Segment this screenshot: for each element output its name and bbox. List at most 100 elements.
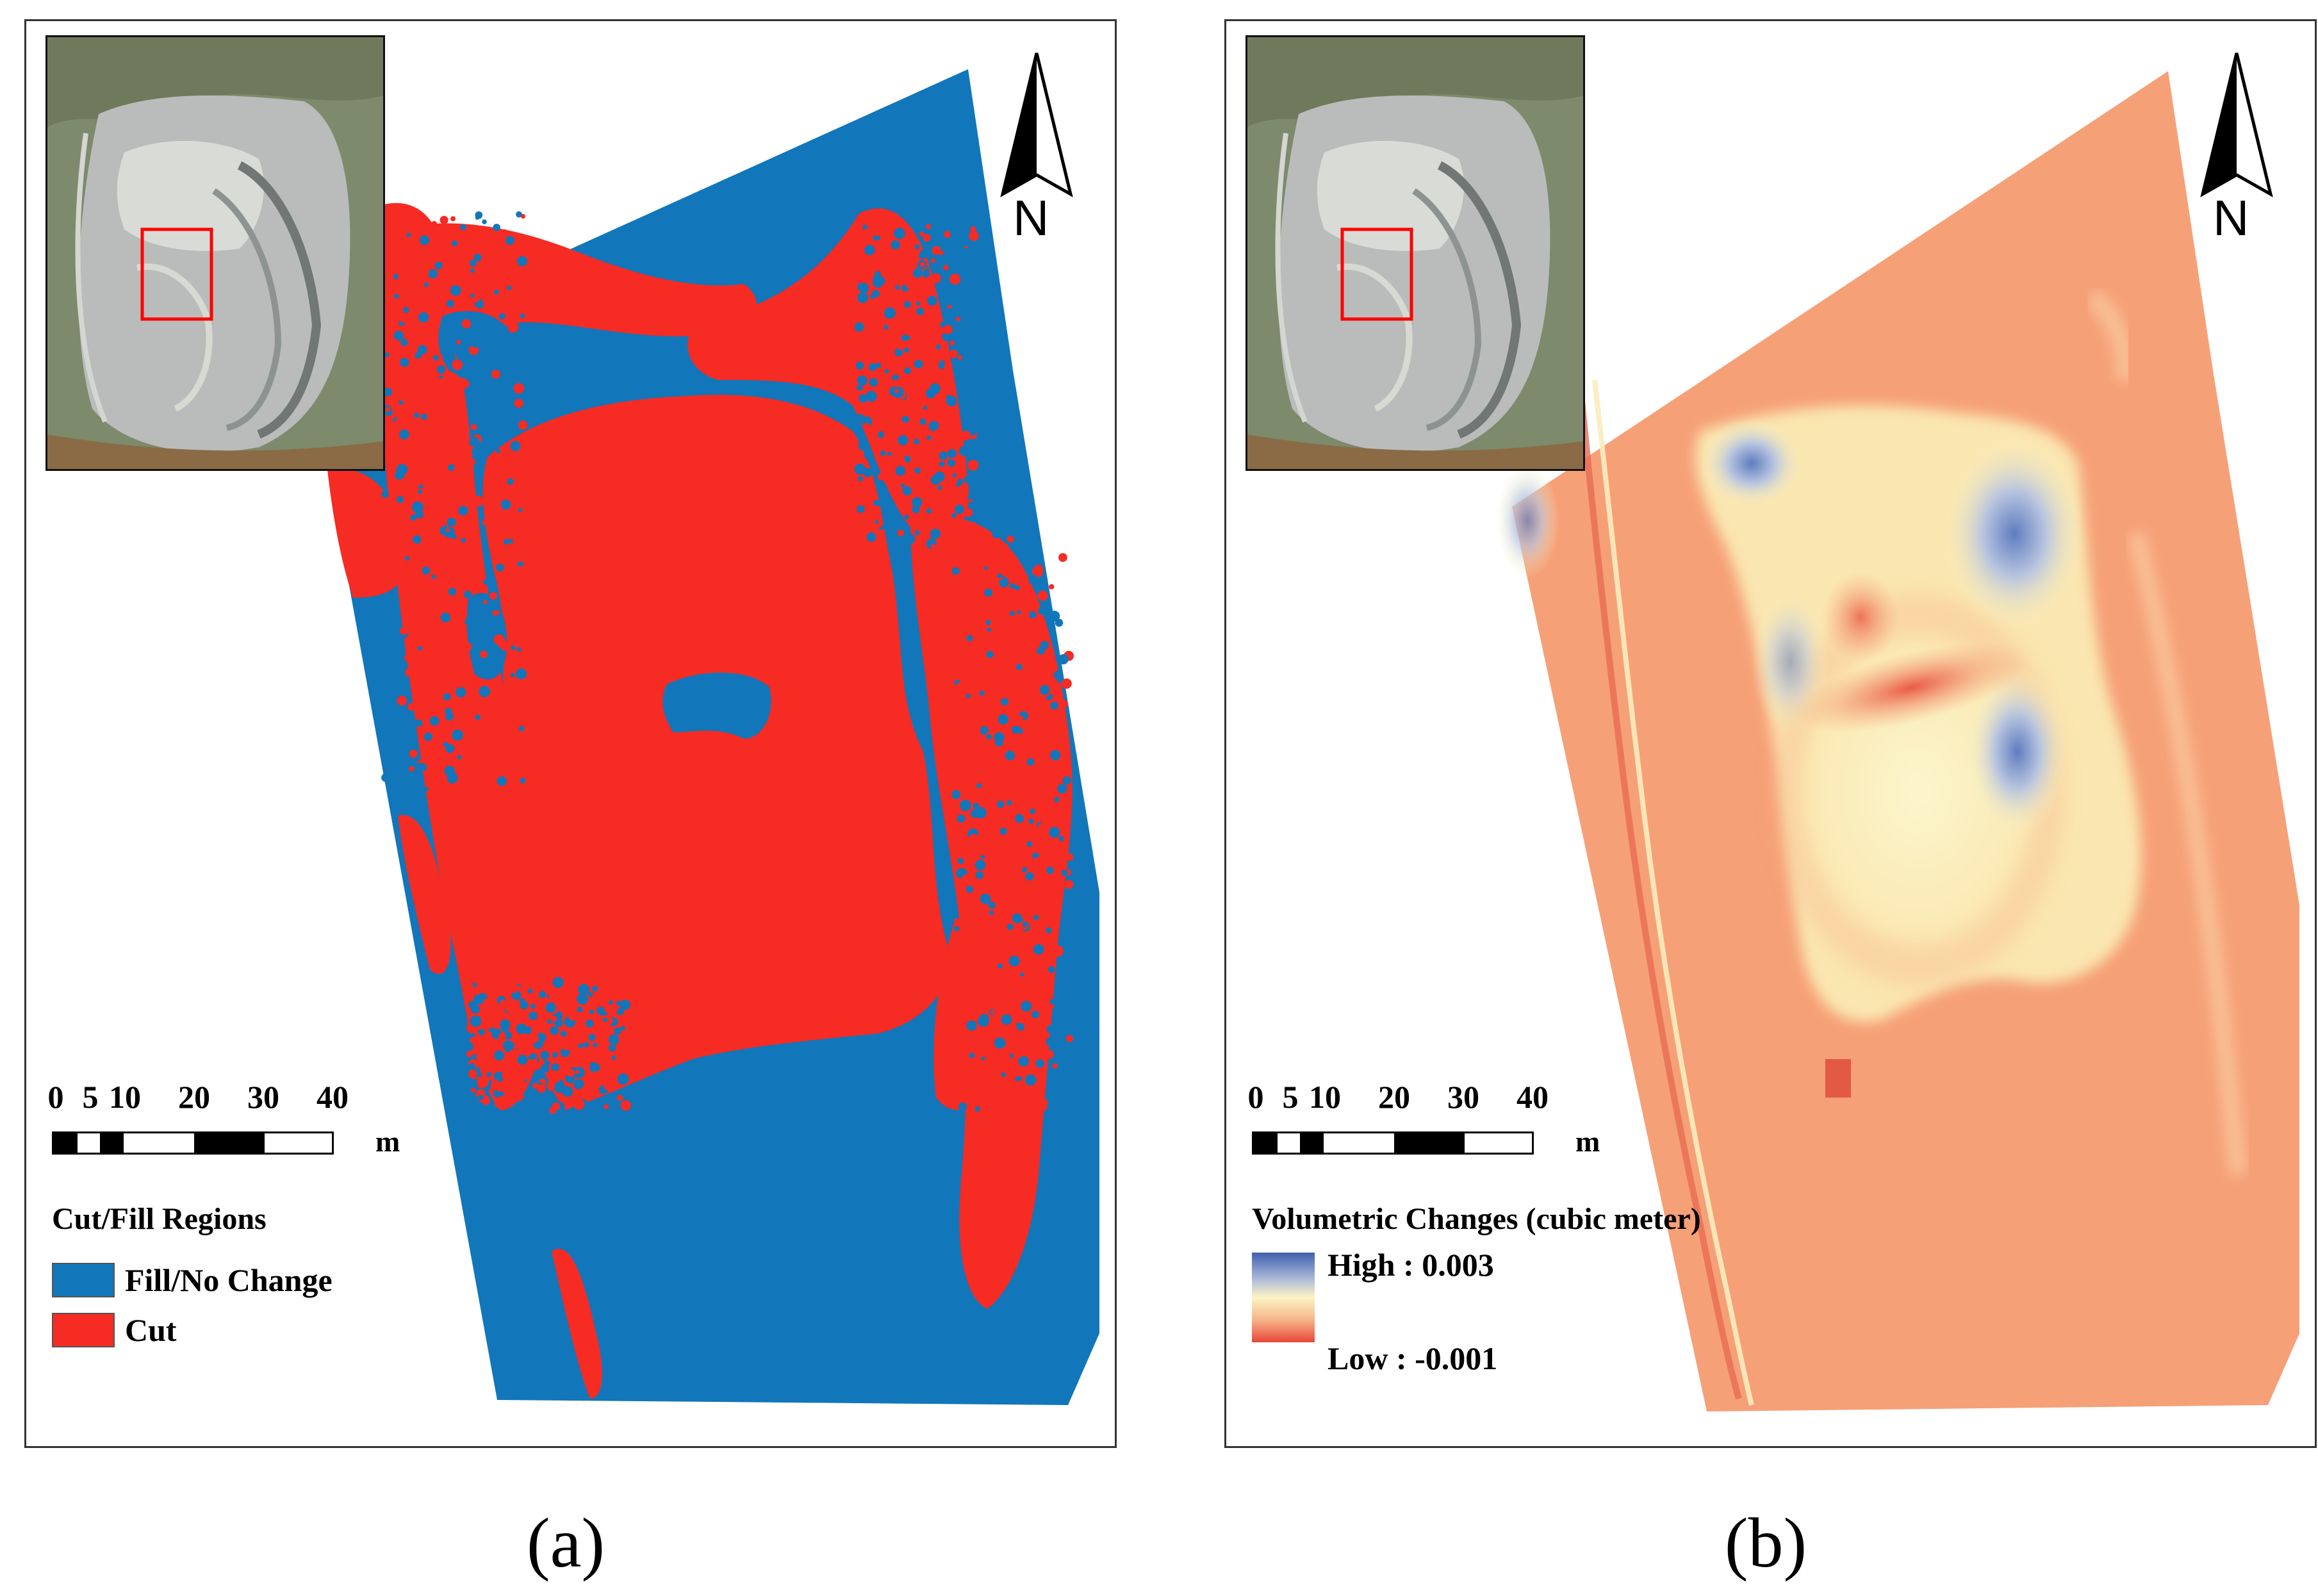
boundary-speckle: [884, 477, 889, 483]
boundary-speckle: [1046, 927, 1052, 934]
boundary-speckle: [1018, 1056, 1029, 1067]
boundary-speckle: [857, 476, 864, 482]
boundary-speckle: [381, 773, 390, 782]
boundary-speckle: [587, 1027, 593, 1033]
boundary-speckle: [477, 982, 488, 993]
scale-tick: 40: [1517, 1079, 1549, 1115]
boundary-speckle: [1021, 851, 1033, 863]
boundary-speckle: [399, 313, 409, 323]
boundary-speckle: [957, 355, 963, 360]
boundary-speckle: [1049, 683, 1060, 693]
boundary-speckle: [907, 409, 912, 415]
boundary-speckle: [620, 1026, 625, 1031]
boundary-speckle: [958, 978, 966, 987]
boundary-speckle: [580, 1050, 589, 1058]
boundary-speckle: [591, 1089, 598, 1097]
boundary-speckle: [988, 901, 996, 909]
boundary-speckle: [1031, 633, 1042, 645]
boundary-speckle: [1028, 818, 1034, 825]
boundary-speckle: [616, 982, 624, 989]
boundary-speckle: [917, 250, 927, 259]
boundary-speckle: [510, 673, 515, 678]
boundary-speckle: [971, 293, 978, 300]
boundary-speckle: [404, 555, 409, 561]
boundary-speckle: [1003, 1053, 1011, 1060]
boundary-speckle: [385, 407, 391, 412]
boundary-speckle: [1049, 881, 1056, 888]
boundary-speckle: [955, 646, 964, 654]
boundary-speckle: [859, 394, 867, 403]
boundary-speckle: [457, 755, 462, 760]
boundary-speckle: [998, 714, 1009, 725]
boundary-speckle: [1019, 917, 1024, 923]
boundary-speckle: [961, 874, 973, 885]
boundary-speckle: [497, 776, 507, 786]
location-inset-map: [1245, 35, 1585, 471]
boundary-speckle: [1061, 869, 1068, 876]
boundary-speckle: [894, 348, 903, 357]
boundary-speckle: [545, 1002, 556, 1013]
boundary-speckle: [541, 1010, 552, 1021]
fill-hole-center: [662, 672, 771, 739]
boundary-speckle: [381, 541, 391, 552]
boundary-speckle: [409, 749, 418, 758]
boundary-speckle: [1019, 580, 1024, 584]
boundary-speckle: [984, 588, 993, 597]
boundary-speckle: [979, 690, 985, 696]
boundary-speckle: [878, 225, 882, 229]
boundary-speckle: [560, 1048, 570, 1057]
boundary-speckle: [1003, 744, 1008, 749]
boundary-speckle: [1016, 1099, 1026, 1109]
boundary-speckle: [589, 1009, 594, 1015]
scale-tick: 10: [1309, 1079, 1341, 1115]
boundary-speckle: [457, 780, 466, 789]
boundary-speckle: [482, 998, 494, 1010]
boundary-speckle: [887, 452, 892, 456]
boundary-speckle: [858, 440, 870, 451]
boundary-speckle: [413, 412, 420, 418]
boundary-speckle: [486, 748, 491, 753]
boundary-speckle: [1040, 1104, 1048, 1111]
boundary-speckle: [966, 1020, 977, 1031]
boundary-speckle: [970, 809, 979, 818]
boundary-speckle: [449, 628, 456, 635]
boundary-speckle: [608, 1034, 620, 1045]
boundary-speckle: [423, 282, 429, 287]
boundary-speckle: [952, 1037, 959, 1044]
boundary-speckle: [407, 703, 416, 711]
boundary-speckle: [906, 279, 917, 290]
cut-region-left-band: [371, 202, 540, 1110]
boundary-speckle: [951, 513, 957, 518]
boundary-speckle: [985, 620, 991, 625]
boundary-speckle: [949, 274, 961, 285]
boundary-speckle: [898, 457, 906, 465]
boundary-speckle: [875, 333, 886, 345]
boundary-speckle: [980, 726, 989, 734]
boundary-speckle: [1017, 610, 1021, 614]
boundary-speckle: [963, 223, 971, 231]
boundary-speckle: [855, 413, 864, 423]
boundary-speckle: [979, 1014, 989, 1023]
boundary-speckle: [1058, 553, 1067, 562]
scale-tick: 40: [316, 1079, 349, 1115]
boundary-speckle: [470, 1033, 475, 1037]
boundary-speckle: [967, 355, 978, 366]
volumetric-change-raster: [1495, 71, 2299, 1411]
boundary-speckle: [409, 766, 415, 772]
boundary-speckle: [1060, 1089, 1065, 1095]
boundary-speckle: [904, 263, 910, 269]
boundary-speckle: [440, 215, 448, 224]
boundary-speckle: [914, 467, 921, 474]
boundary-speckle: [440, 276, 448, 284]
boundary-speckle: [438, 338, 446, 346]
boundary-speckle: [522, 1067, 527, 1073]
boundary-speckle: [864, 449, 874, 459]
boundary-speckle: [482, 600, 488, 604]
boundary-speckle: [537, 1083, 546, 1093]
boundary-speckle: [432, 355, 439, 361]
boundary-speckle: [1033, 564, 1043, 574]
boundary-speckle: [446, 300, 454, 308]
boundary-speckle: [527, 1062, 538, 1073]
boundary-speckle: [592, 1071, 602, 1081]
panel-b-volumetric-map: N 0 5 10 20 30 40 m Volumetric Changes (…: [1224, 19, 2317, 1448]
